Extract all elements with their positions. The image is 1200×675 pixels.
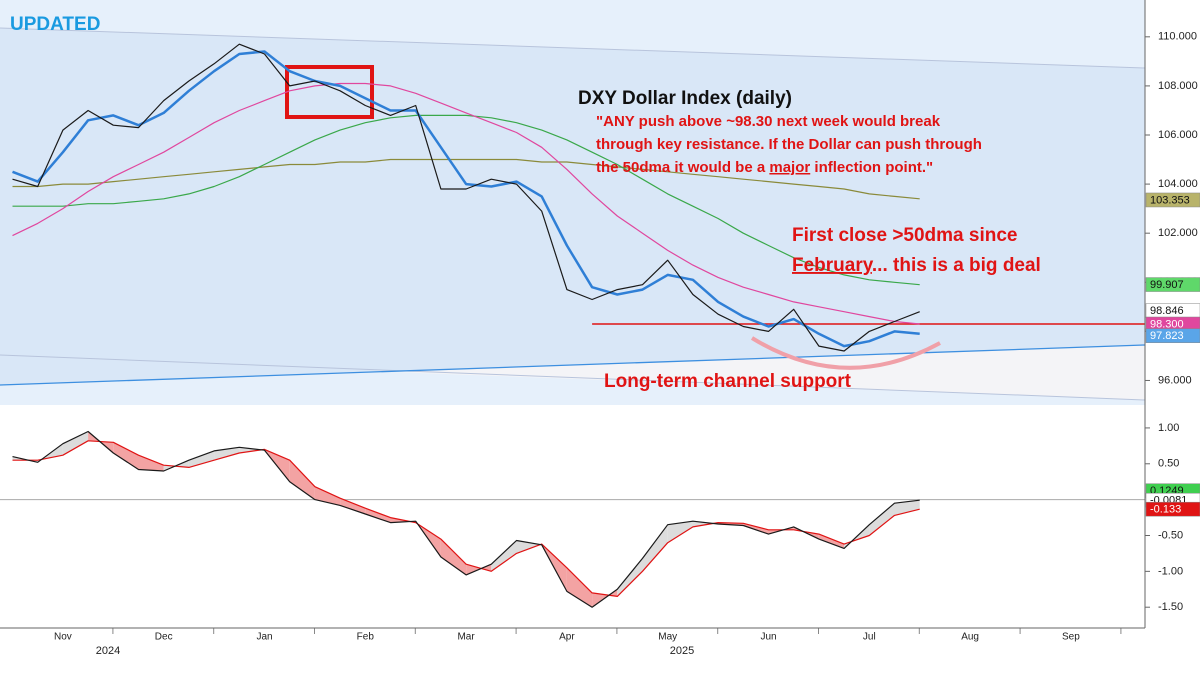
x-tick-label: Mar xyxy=(457,632,475,643)
macd-fill xyxy=(365,508,391,523)
channel-fill xyxy=(0,28,1145,385)
x-tick-label: May xyxy=(658,632,677,643)
below-support-fill xyxy=(390,345,1145,400)
price-tag xyxy=(1145,328,1200,343)
x-tick-label: Aug xyxy=(961,632,979,643)
x-tick-label: Dec xyxy=(155,632,173,643)
callout-emphasis: February xyxy=(792,255,874,276)
channel-top xyxy=(0,27,1146,69)
y-tick-label: 104.000 xyxy=(1158,178,1198,190)
quote-emphasis: major xyxy=(769,159,810,176)
quote-text: "ANY push above ~98.30 next week would b… xyxy=(596,113,941,130)
y-tick-label: 102.000 xyxy=(1158,227,1198,239)
quote-text: through key resistance. If the Dollar ca… xyxy=(596,136,982,153)
badge: UPDATED xyxy=(10,14,100,35)
series-line xyxy=(12,50,920,348)
y-tick-label: 0.50 xyxy=(1158,458,1179,470)
quote-text: inflection point." xyxy=(810,159,933,176)
series-line xyxy=(12,43,920,352)
callout-line: February... this is a big deal xyxy=(792,255,1041,276)
callout-text: First close >50dma since xyxy=(792,225,1017,246)
macd-fill xyxy=(340,498,366,514)
gap xyxy=(405,405,1145,410)
macd-fill xyxy=(566,567,593,608)
macd-fill xyxy=(440,539,467,575)
support-line xyxy=(0,344,1146,386)
year-label: 2025 xyxy=(670,645,694,657)
y-tick-label: 108.000 xyxy=(1158,80,1198,92)
callout-text: ... this is a big deal xyxy=(872,255,1041,276)
price-tag-label: 97.823 xyxy=(1150,330,1184,342)
macd-fill xyxy=(617,558,643,597)
series-line xyxy=(12,158,920,200)
macd-fill xyxy=(188,450,215,468)
x-tick-label: Sep xyxy=(1062,632,1080,643)
x-tick-label: Jun xyxy=(760,632,776,643)
quote-text: the 50dma it would be a xyxy=(596,159,769,176)
macd-fill xyxy=(642,524,668,572)
price-tag-label: 103.353 xyxy=(1150,194,1190,206)
series-line xyxy=(12,114,920,286)
x-tick-label: Jan xyxy=(256,632,272,643)
series-line xyxy=(12,430,920,608)
x-tick-label: Apr xyxy=(559,632,575,643)
macd-fill xyxy=(818,534,845,549)
macd-fill xyxy=(667,521,693,543)
price-tag-label: 99.907 xyxy=(1150,279,1184,291)
macd-fill xyxy=(869,503,895,536)
chart-title: DXY Dollar Index (daily) xyxy=(578,88,792,109)
quote-line: "ANY push above ~98.30 next week would b… xyxy=(596,113,941,130)
callout-line: First close >50dma since xyxy=(792,225,1017,246)
year-label: 2024 xyxy=(96,645,120,657)
macd-fill xyxy=(491,540,517,572)
x-tick-label: Jul xyxy=(863,632,876,643)
macd-fill xyxy=(894,500,920,516)
plot: 96.00098.000100.000102.000104.000106.000… xyxy=(0,31,1200,643)
y-tick-label: 106.000 xyxy=(1158,129,1198,141)
series-line xyxy=(12,82,920,325)
price-tag-label: 98.846 xyxy=(1150,305,1184,317)
macd-fill xyxy=(289,460,315,500)
macd-fill xyxy=(113,442,139,470)
macd-fill xyxy=(163,460,189,471)
price-tag xyxy=(1145,192,1200,208)
x-tick-label: Feb xyxy=(357,632,375,643)
price-tag xyxy=(1145,277,1200,292)
x-tick-label: Nov xyxy=(54,632,72,643)
y-tick-label: 110.000 xyxy=(1158,31,1197,43)
y-tick-label: -1.00 xyxy=(1158,565,1183,577)
quote-line: through key resistance. If the Dollar ca… xyxy=(596,136,982,153)
channel-bottom xyxy=(0,354,1146,401)
y-tick-label: 1.00 xyxy=(1158,422,1179,434)
macd-fill xyxy=(138,455,164,471)
y-tick-label: 96.000 xyxy=(1158,374,1192,386)
price-tag-label: -0.133 xyxy=(1150,504,1181,516)
series-line xyxy=(12,440,920,597)
price-tag xyxy=(1145,501,1200,517)
macd-fill xyxy=(62,431,89,456)
y-tick-label: -0.50 xyxy=(1158,529,1183,541)
y-tick-label: -1.50 xyxy=(1158,601,1183,613)
quote-line: the 50dma it would be a major inflection… xyxy=(596,159,933,176)
price-tag-label: 98.300 xyxy=(1150,318,1184,330)
support-label: Long-term channel support xyxy=(604,371,852,392)
base-arc xyxy=(750,336,941,370)
